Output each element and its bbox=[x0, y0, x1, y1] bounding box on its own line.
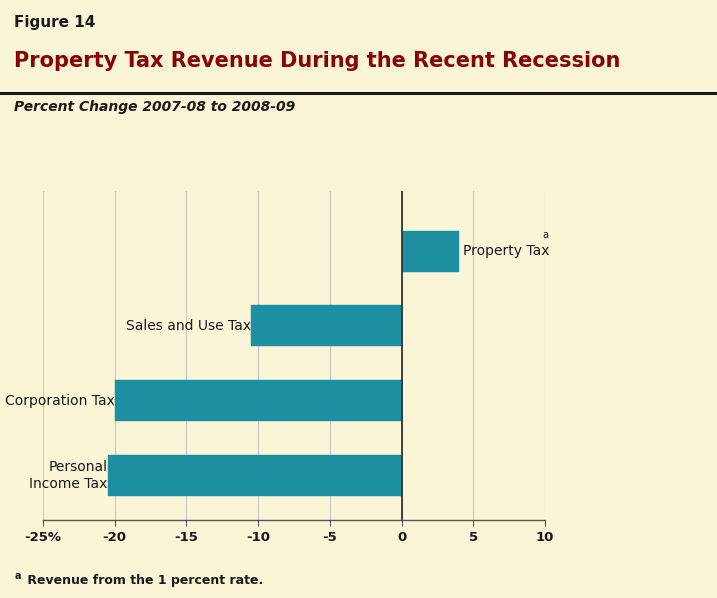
Text: Corporation Tax: Corporation Tax bbox=[5, 393, 115, 408]
Bar bbox=[251, 306, 402, 346]
Text: Personal
Income Tax: Personal Income Tax bbox=[29, 460, 108, 490]
Text: Figure 14: Figure 14 bbox=[14, 15, 95, 30]
Bar bbox=[115, 380, 402, 421]
Bar bbox=[402, 231, 459, 271]
Text: Property Tax: Property Tax bbox=[463, 244, 550, 258]
Bar bbox=[108, 455, 402, 496]
Text: Percent Change 2007-08 to 2008-09: Percent Change 2007-08 to 2008-09 bbox=[14, 100, 295, 114]
Text: a: a bbox=[14, 571, 21, 581]
Text: Revenue from the 1 percent rate.: Revenue from the 1 percent rate. bbox=[23, 574, 263, 587]
Text: a: a bbox=[542, 230, 548, 240]
Text: Sales and Use Tax: Sales and Use Tax bbox=[125, 319, 251, 333]
Text: Property Tax Revenue During the Recent Recession: Property Tax Revenue During the Recent R… bbox=[14, 51, 621, 71]
